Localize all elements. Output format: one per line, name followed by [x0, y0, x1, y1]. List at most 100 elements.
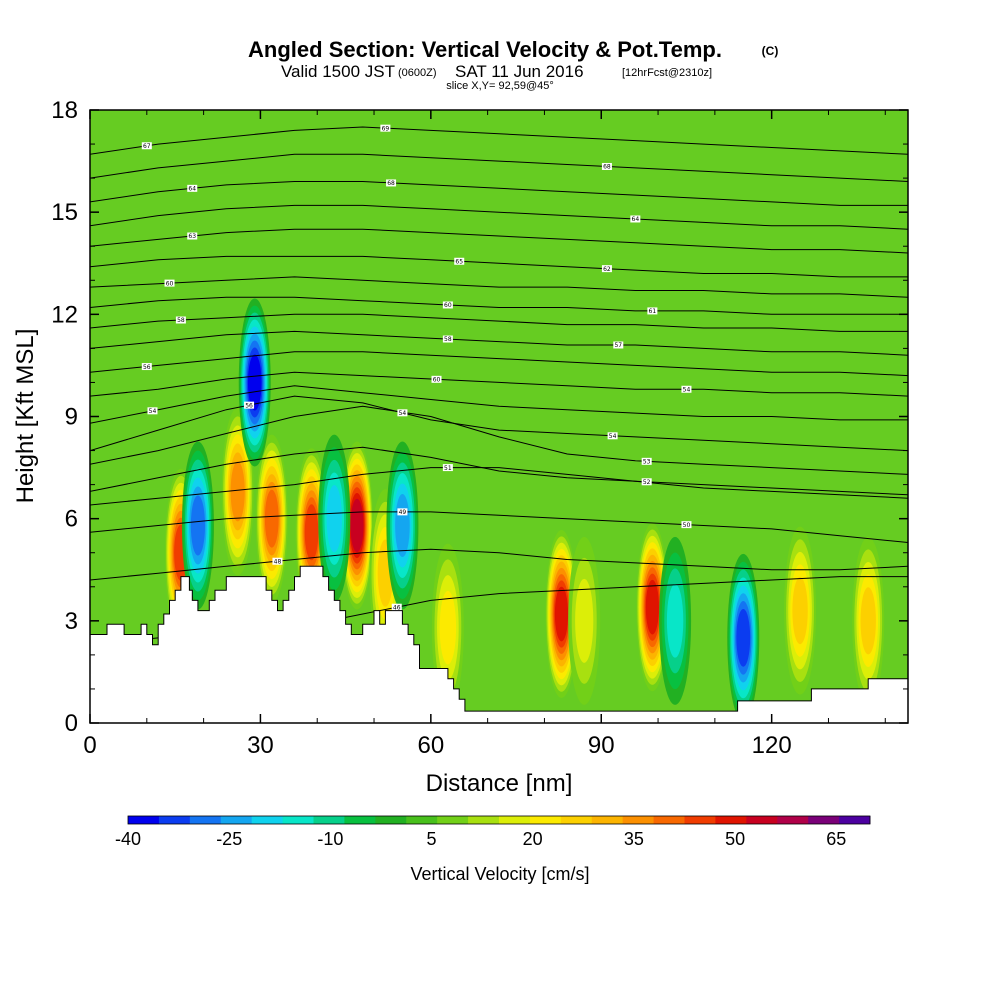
colorbar-swatch — [839, 816, 871, 824]
theta-contour — [90, 511, 908, 543]
colorbar-swatch — [220, 816, 253, 824]
valid-date: SAT 11 Jun 2016 — [455, 62, 584, 81]
colorbar-swatch — [189, 816, 222, 824]
theta-contour — [90, 467, 908, 506]
contour-label: 58 — [442, 335, 453, 343]
downdraft-band — [326, 485, 342, 553]
colorbar-swatch — [158, 816, 191, 824]
updraft-core — [545, 530, 578, 699]
y-axis-label: Height [Kft MSL] — [12, 329, 39, 504]
downdraft-band — [190, 495, 206, 556]
theta-contour — [90, 126, 908, 155]
svg-text:57: 57 — [614, 342, 622, 349]
colorbar-tick-label: -10 — [317, 829, 343, 849]
contour-label: 58 — [175, 316, 186, 324]
svg-text:68: 68 — [387, 180, 395, 187]
valid-prefix: Valid 1500 JST — [281, 62, 395, 81]
svg-text:68: 68 — [603, 164, 611, 171]
updraft-band — [575, 578, 594, 663]
svg-text:60: 60 — [433, 377, 441, 384]
svg-text:54: 54 — [609, 433, 617, 440]
colorbar-swatch — [808, 816, 840, 824]
valid-time-line: Valid 1500 JST (0600Z) SAT 11 Jun 2016 [… — [281, 62, 712, 81]
contour-label: 54 — [397, 409, 408, 417]
updraft-core — [852, 536, 885, 705]
updraft-core — [221, 407, 254, 576]
contour-label: 60 — [431, 375, 442, 384]
theta-contour — [90, 181, 908, 206]
contour-label: 67 — [141, 142, 152, 150]
colorbar-swatch — [251, 816, 283, 824]
svg-text:49: 49 — [399, 509, 407, 516]
theta-contour — [90, 204, 908, 230]
y-tick-label: 3 — [65, 608, 78, 635]
contour-label: 63 — [187, 232, 198, 240]
valid-zulu: (0600Z) — [398, 67, 437, 79]
contour-label: 50 — [681, 521, 692, 529]
y-tick-label: 15 — [51, 199, 78, 226]
svg-text:60: 60 — [444, 302, 452, 309]
x-tick-label: 90 — [588, 732, 615, 759]
colorbar-swatch — [468, 816, 500, 824]
colorbar-swatch — [313, 816, 345, 824]
colorbar: -40 -25 -10 5 20 35 50 65 — [115, 815, 871, 849]
colorbar-swatch — [591, 816, 624, 824]
valid-fcst: [12hrFcst@2310z] — [622, 67, 712, 79]
svg-text:54: 54 — [683, 386, 691, 393]
theta-contour — [90, 228, 908, 254]
contour-label: 56 — [244, 401, 255, 409]
colorbar-swatch — [715, 816, 747, 824]
updraft-band — [792, 577, 808, 645]
downdraft-band — [395, 493, 410, 557]
colorbar-swatch — [499, 816, 531, 824]
theta-contour — [90, 330, 908, 356]
svg-text:54: 54 — [149, 408, 157, 415]
contour-label: 53 — [641, 457, 652, 466]
contour-label: 64 — [630, 215, 641, 223]
colorbar-swatch — [560, 816, 593, 824]
svg-text:62: 62 — [603, 266, 611, 273]
contour-label: 51 — [442, 464, 453, 472]
colorbar-tick-label: 20 — [523, 829, 543, 849]
colorbar-swatch — [653, 816, 685, 824]
colorbar-swatch — [406, 816, 438, 824]
updraft-band — [304, 504, 319, 561]
contour-label: 54 — [147, 407, 158, 415]
theta-contour — [90, 405, 908, 475]
theta-contour — [90, 548, 908, 581]
contour-label: 60 — [442, 301, 453, 309]
updraft-core — [255, 434, 288, 603]
theta-contour — [90, 371, 908, 397]
downdraft-core — [238, 298, 271, 467]
svg-text:69: 69 — [382, 125, 390, 132]
svg-text:51: 51 — [444, 465, 452, 472]
contour-label: 65 — [454, 257, 465, 265]
theta-contour — [90, 351, 908, 377]
svg-text:50: 50 — [683, 522, 691, 529]
svg-text:63: 63 — [188, 233, 196, 240]
plot-area: 46 48 49 50 51 52 53 56 54 54 54 60 54 56 58 57 58 60 61 60… — [90, 110, 908, 723]
svg-text:56: 56 — [245, 402, 253, 409]
downdraft-band — [736, 608, 751, 667]
contour-label: 68 — [386, 179, 397, 187]
updraft-core — [784, 526, 817, 695]
colorbar-swatch — [746, 816, 778, 824]
colorbar-swatch — [437, 816, 469, 824]
downdraft-band — [666, 584, 684, 658]
x-tick-label: 0 — [83, 732, 96, 759]
x-tick-label: 60 — [417, 732, 444, 759]
colorbar-label: Vertical Velocity [cm/s] — [410, 864, 589, 884]
colorbar-swatch — [777, 816, 809, 824]
colorbar-tick-label: 65 — [826, 829, 846, 849]
y-tick-label: 9 — [65, 404, 78, 431]
colorbar-swatch — [529, 816, 562, 824]
updraft-core — [340, 441, 373, 610]
colorbar-tick-label: -25 — [216, 829, 242, 849]
downdraft-core — [727, 553, 760, 722]
updraft-band — [645, 579, 659, 635]
svg-text:56: 56 — [143, 364, 151, 371]
y-tick-label: 0 — [65, 710, 78, 737]
theta-contours: 46 48 49 50 51 52 53 56 54 54 54 60 54 56 58 57 58 60 61 60… — [90, 124, 908, 646]
updraft-band — [230, 461, 245, 522]
